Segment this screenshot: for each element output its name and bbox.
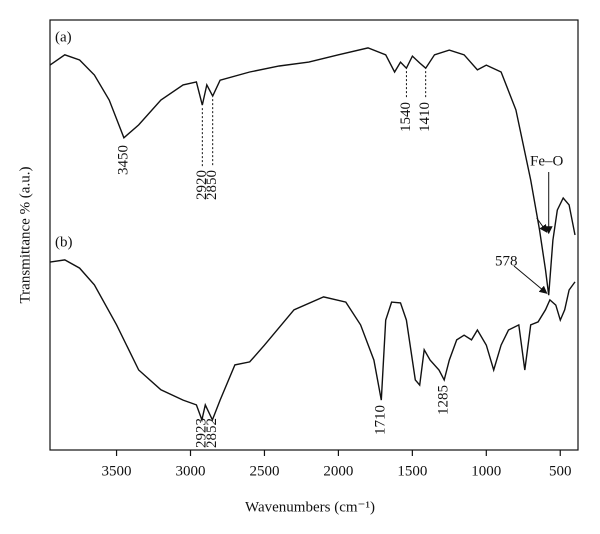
peak-578-arrow: [513, 265, 548, 294]
spectrum-line: [49, 47, 576, 296]
plot-frame: [49, 19, 579, 451]
spectrum-line: [49, 259, 576, 423]
peak-label: 2850: [204, 170, 220, 200]
x-tick-label: 3000: [176, 463, 206, 479]
fe-o-arrow-b: [536, 217, 548, 233]
peak-label: 1285: [436, 385, 452, 415]
x-tick-label: 3500: [102, 463, 132, 479]
peak-label: 1710: [373, 405, 389, 435]
peak-label: 2920: [194, 170, 210, 200]
peak-label: 2923: [193, 418, 209, 448]
peak-label: 3450: [115, 145, 131, 175]
peak-label: 2852: [204, 418, 220, 448]
peak-label: 1540: [398, 102, 414, 132]
series-label: (b): [55, 234, 73, 250]
series-label: (a): [55, 29, 72, 45]
x-tick-label: 500: [549, 463, 572, 479]
x-tick-label: 2500: [249, 463, 279, 479]
fe-o-label: Fe–O: [530, 153, 564, 169]
x-tick-label: 1500: [397, 463, 427, 479]
peak-label: 1410: [417, 102, 433, 132]
x-tick-label: 1000: [471, 463, 501, 479]
peak-578-label: 578: [495, 253, 518, 269]
x-axis-label: Wavenumbers (cm⁻¹): [245, 499, 375, 515]
x-tick-label: 2000: [323, 463, 353, 479]
y-axis-label: Transmittance % (a.u.): [17, 167, 33, 304]
